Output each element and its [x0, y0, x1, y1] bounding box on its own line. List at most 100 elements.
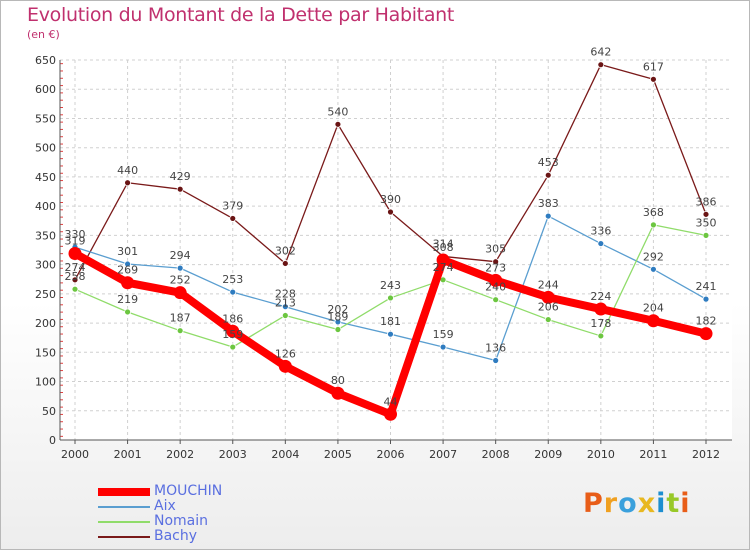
- data-point-nomain: [71, 285, 79, 293]
- data-label-mouchin: 252: [170, 274, 191, 287]
- data-label-nomain: 187: [170, 312, 191, 325]
- data-point-aix: [702, 295, 710, 303]
- chart-title: Evolution du Montant de la Dette par Hab…: [27, 4, 455, 26]
- data-label-aix: 181: [380, 315, 401, 328]
- data-point-bachy: [544, 171, 552, 179]
- data-label-aix: 136: [485, 341, 506, 354]
- data-label-bachy: 453: [538, 156, 559, 169]
- x-tick-label: 2007: [429, 448, 457, 461]
- data-point-mouchin: [68, 247, 82, 261]
- data-point-nomain: [229, 343, 237, 351]
- x-tick-label: 2000: [61, 448, 89, 461]
- axes: 0 50 100 150 200 250 300 350 400 450 500 550 600 650 2…: [35, 54, 732, 461]
- legend-swatch: [98, 488, 150, 496]
- legend-swatch: [98, 506, 150, 508]
- logo-letter: o: [618, 488, 638, 519]
- data-label-nomain: 189: [327, 311, 348, 324]
- data-label-bachy: 386: [696, 195, 717, 208]
- data-point-mouchin: [436, 253, 450, 267]
- x-tick-label: 2008: [482, 448, 510, 461]
- data-label-nomain: 350: [696, 216, 717, 229]
- logo-letter: i: [680, 488, 691, 519]
- plot-area: [60, 60, 732, 440]
- data-label-bachy: 642: [590, 46, 611, 59]
- legend-label: MOUCHIN: [154, 483, 223, 499]
- data-labels: 274 440 429 379 302 540 390 314 305 453 642 617 386 3…: [65, 46, 717, 409]
- data-label-nomain: 219: [117, 293, 138, 306]
- proxiti-logo: Proxiti: [583, 488, 691, 519]
- data-point-bachy: [597, 61, 605, 69]
- data-label-nomain: 213: [275, 296, 296, 309]
- data-label-mouchin: 308: [433, 241, 454, 254]
- y-tick-label: 450: [35, 171, 56, 184]
- y-tick-label: 150: [35, 346, 56, 359]
- data-point-mouchin: [331, 386, 345, 400]
- y-tick-label: 650: [35, 54, 56, 67]
- x-tick-label: 2009: [534, 448, 562, 461]
- data-point-nomain: [597, 332, 605, 340]
- data-point-nomain: [124, 308, 131, 316]
- y-tick-label: 550: [35, 112, 56, 125]
- logo-letter: i: [656, 488, 667, 519]
- data-label-nomain: 368: [643, 206, 664, 219]
- data-point-aix: [544, 212, 552, 220]
- data-label-aix: 292: [643, 250, 664, 263]
- data-label-bachy: 274: [65, 261, 86, 274]
- data-point-mouchin: [173, 286, 187, 300]
- chart-subtitle: (en €): [27, 28, 60, 41]
- logo-letter: P: [583, 488, 604, 519]
- y-tick-label: 200: [35, 317, 56, 330]
- data-label-nomain: 178: [590, 317, 611, 330]
- data-label-mouchin: 126: [275, 347, 296, 360]
- data-point-bachy: [492, 258, 500, 266]
- data-label-aix: 202: [327, 303, 348, 316]
- data-label-bachy: 540: [327, 105, 348, 118]
- y-tick-label: 500: [35, 142, 56, 155]
- data-label-bachy: 617: [643, 60, 664, 73]
- data-point-bachy: [387, 208, 394, 216]
- data-point-bachy: [334, 120, 342, 128]
- data-label-aix: 159: [433, 328, 454, 341]
- logo-letter: x: [637, 488, 657, 519]
- data-label-nomain: 206: [538, 301, 559, 314]
- data-point-nomain: [387, 294, 394, 302]
- data-point-bachy: [229, 215, 237, 222]
- legend-label: Nomain: [154, 513, 209, 529]
- data-point-nomain: [492, 296, 500, 304]
- data-point-nomain: [650, 221, 657, 229]
- data-point-bachy: [124, 179, 131, 187]
- data-label-nomain: 274: [433, 261, 454, 274]
- data-label-mouchin: 204: [643, 302, 664, 315]
- data-point-aix: [176, 264, 184, 272]
- data-label-aix: 330: [65, 228, 86, 241]
- data-point-nomain: [281, 312, 289, 319]
- data-point-aix: [387, 330, 394, 338]
- data-point-aix: [281, 303, 289, 311]
- data-point-bachy: [281, 260, 289, 267]
- data-point-bachy: [176, 185, 184, 193]
- data-point-bachy: [702, 210, 710, 218]
- data-label-bachy: 314: [433, 237, 454, 250]
- data-label-aix: 228: [275, 288, 296, 301]
- legend-label: Aix: [154, 498, 176, 514]
- data-label-aix: 241: [696, 280, 717, 293]
- data-point-aix: [492, 357, 500, 364]
- data-label-mouchin: 80: [331, 374, 345, 387]
- x-tick-label: 2005: [324, 448, 352, 461]
- logo-letter: t: [666, 488, 681, 519]
- data-point-nomain: [702, 231, 710, 239]
- data-point-nomain: [334, 326, 342, 333]
- gridlines: [60, 59, 732, 441]
- data-point-mouchin: [226, 324, 240, 338]
- data-label-nomain: 159: [222, 328, 243, 341]
- data-label-mouchin: 319: [65, 235, 86, 248]
- y-tick-label: 50: [42, 405, 56, 418]
- y-tick-label: 400: [35, 200, 56, 213]
- data-point-mouchin: [278, 359, 292, 373]
- data-label-bachy: 379: [222, 199, 243, 212]
- data-point-aix: [124, 260, 131, 268]
- data-point-bachy: [71, 276, 79, 284]
- data-label-mouchin: 224: [590, 290, 611, 303]
- x-tick-label: 2011: [639, 448, 667, 461]
